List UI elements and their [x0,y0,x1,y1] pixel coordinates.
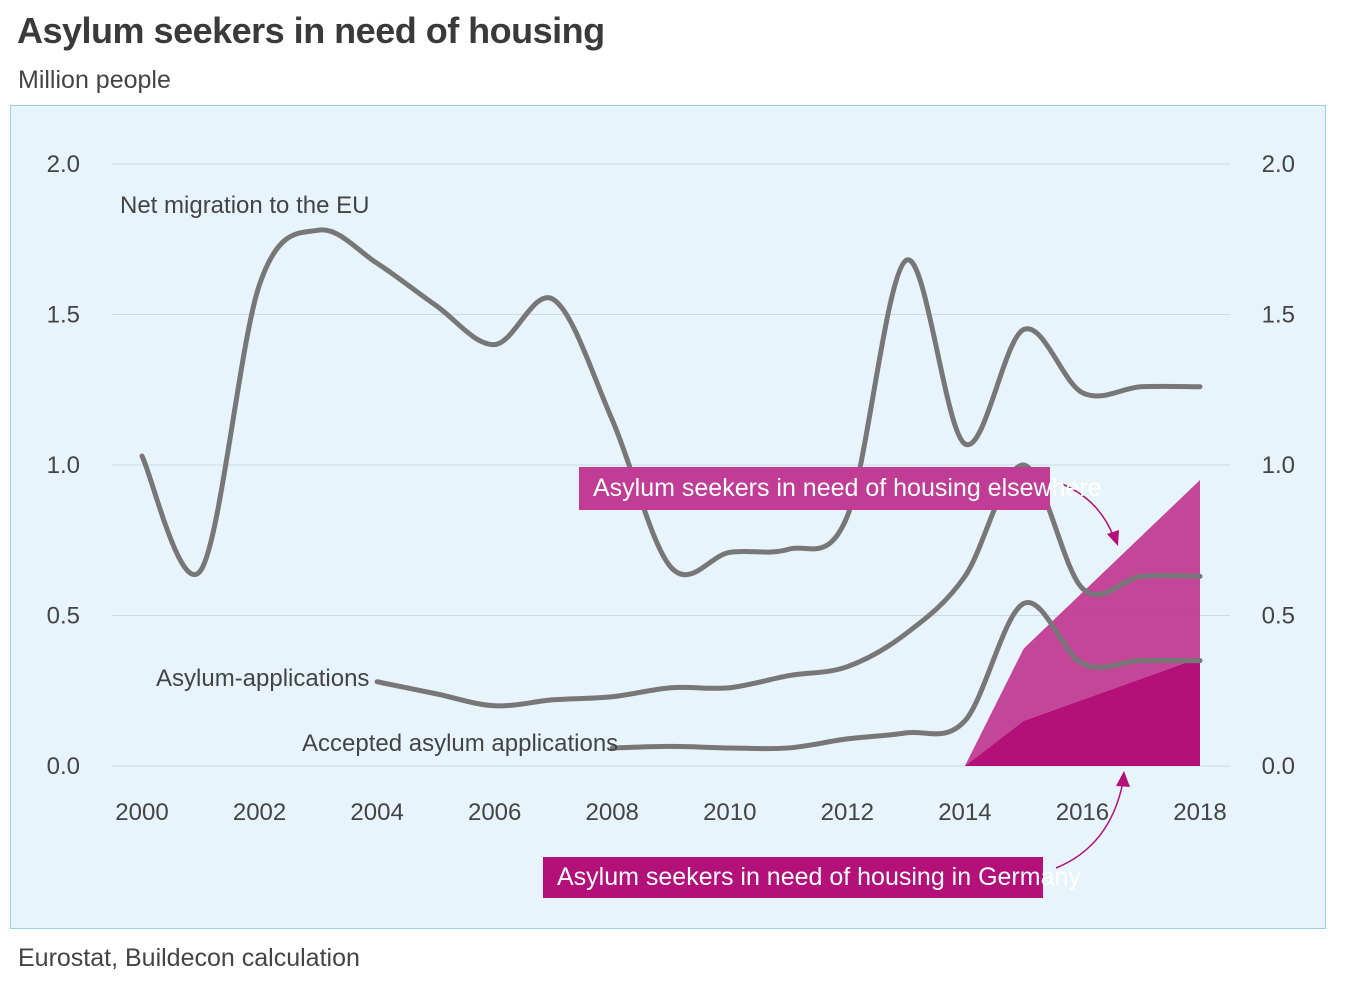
area-series [964,480,1200,766]
source-note: Eurostat, Buildecon calculation [18,944,360,972]
series-label-asylum-applications: Asylum-applications [156,665,369,692]
x-tick-label: 2010 [703,799,756,826]
x-tick-label: 2018 [1173,799,1226,826]
callout-arrows [1055,483,1130,869]
y-tick-label-right: 0.5 [1262,603,1295,630]
line-series [139,227,1203,752]
x-tick-label: 2006 [468,799,521,826]
y-tick-label-right: 1.0 [1262,452,1295,479]
x-tick-label: 2000 [115,799,168,826]
chart-title: Asylum seekers in need of housing [17,10,605,51]
series-label-accepted-applications: Accepted asylum applications [302,730,618,757]
y-axis-ticks: 2.0 2.0 1.5 1.5 1.0 1.0 0.5 0.5 0.0 0.0 [47,151,1295,780]
y-tick-label-left: 0.0 [47,753,80,780]
callout-elsewhere: Asylum seekers in need of housing elsewh… [579,467,1102,510]
series-label-net-migration: Net migration to the EU [120,192,369,219]
x-tick-label: 2002 [233,799,286,826]
line-accepted-applications [609,600,1203,752]
grid-lines [112,163,1230,767]
chart-subtitle: Million people [18,66,171,94]
x-tick-label: 2008 [586,799,639,826]
area-germany [964,657,1200,766]
chart-panel [10,105,1326,929]
y-tick-label-right: 2.0 [1262,151,1295,178]
y-tick-label-left: 0.5 [47,603,80,630]
y-tick-label-left: 1.5 [47,302,80,329]
callout-germany: Asylum seekers in need of housing in Ger… [543,857,1081,898]
y-tick-label-left: 2.0 [47,151,80,178]
x-tick-label: 2014 [938,799,991,826]
x-tick-label: 2012 [821,799,874,826]
arrow-germany-head [1116,771,1130,787]
line-asylum-applications [374,462,1203,709]
arrow-elsewhere [1061,483,1115,539]
x-tick-label: 2004 [350,799,403,826]
area-elsewhere [964,480,1200,766]
series-labels: Net migration to the EU Asylum-applicati… [120,192,618,757]
x-tick-label: 2016 [1056,799,1109,826]
line-net-migration [139,227,1203,578]
y-tick-label-left: 1.0 [47,452,80,479]
y-tick-label-right: 0.0 [1262,753,1295,780]
y-tick-label-right: 1.5 [1262,302,1295,329]
x-axis-ticks: 2000 2002 2004 2006 2008 2010 2012 2014 2016 2018 [115,799,1226,826]
arrow-germany [1055,781,1124,869]
arrow-elsewhere-head [1107,530,1119,546]
